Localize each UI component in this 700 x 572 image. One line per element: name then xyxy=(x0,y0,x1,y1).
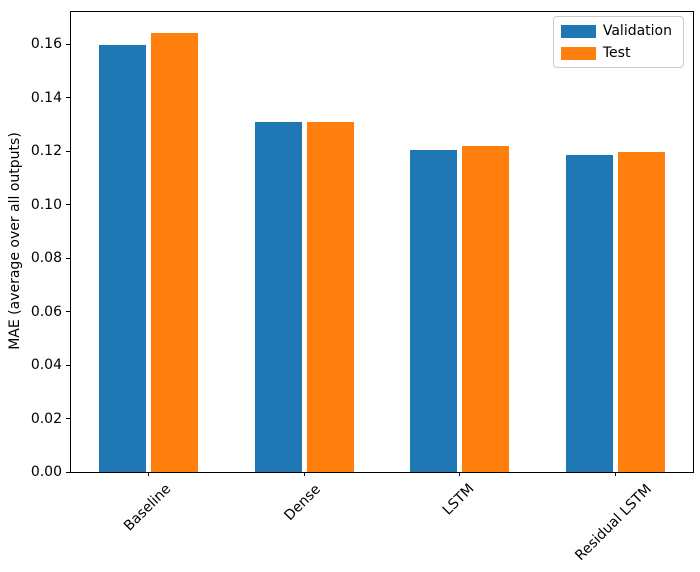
bar-validation-lstm xyxy=(410,149,458,472)
x-tick-mark xyxy=(148,472,150,476)
y-tick-mark xyxy=(66,204,70,206)
plot-area: Validation Test xyxy=(66,11,694,476)
x-tick-label-residual-lstm: Residual LSTM xyxy=(572,481,656,564)
y-tick-label: 0.06 xyxy=(30,303,62,320)
legend-label-test: Test xyxy=(602,45,631,61)
y-tick-label: 0.16 xyxy=(30,36,62,53)
legend-item-validation: Validation xyxy=(560,23,672,39)
y-tick-mark xyxy=(66,150,70,152)
y-tick-label: 0.00 xyxy=(30,464,62,480)
legend-label-validation: Validation xyxy=(602,23,672,39)
x-tick-mark xyxy=(614,472,616,476)
legend-swatch-validation xyxy=(560,24,596,38)
y-tick-label: 0.08 xyxy=(30,250,62,267)
y-tick-label: 0.10 xyxy=(30,196,62,213)
bar-validation-dense xyxy=(254,121,302,472)
y-tick-label: 0.12 xyxy=(30,143,62,160)
y-tick-mark xyxy=(66,418,70,419)
y-tick-mark xyxy=(66,43,70,45)
legend-swatch-test xyxy=(560,46,596,60)
x-tick-label-baseline: Baseline xyxy=(120,480,175,535)
legend-item-test: Test xyxy=(560,45,672,61)
y-tick-mark xyxy=(66,364,70,366)
y-tick-mark xyxy=(66,97,70,99)
y-tick-label: 0.04 xyxy=(30,357,62,374)
legend: Validation Test xyxy=(552,16,684,68)
bar-test-dense xyxy=(306,122,354,472)
y-tick-mark xyxy=(66,311,70,313)
bar-validation-baseline xyxy=(99,45,147,472)
y-tick-mark xyxy=(66,257,70,259)
bar-test-residual-lstm xyxy=(617,152,665,472)
x-tick-mark xyxy=(303,472,305,476)
y-tick-label: 0.14 xyxy=(30,89,62,106)
y-tick-label: 0.02 xyxy=(30,410,62,427)
x-tick-label-lstm: LSTM xyxy=(439,480,478,519)
x-tick-label-dense: Dense xyxy=(281,480,325,524)
bar-validation-residual-lstm xyxy=(565,155,613,472)
bar-test-baseline xyxy=(151,33,199,472)
y-tick-mark xyxy=(66,471,70,473)
x-tick-mark xyxy=(459,472,461,476)
bar-test-lstm xyxy=(462,145,510,472)
